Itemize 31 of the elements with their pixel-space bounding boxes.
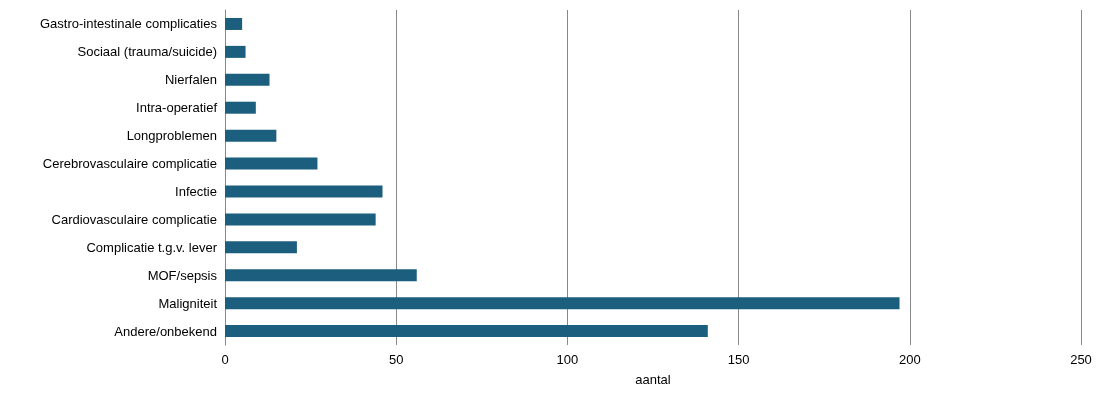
x-tick-label: 150 [727, 352, 750, 367]
bar [225, 129, 277, 142]
x-tick-label: 200 [898, 352, 921, 367]
y-tick-label: Sociaal (trauma/suicide) [77, 44, 217, 60]
y-tick-label: Gastro-intestinale complicaties [39, 16, 218, 32]
x-axis-title: aantal [635, 372, 671, 387]
x-tick-label: 250 [1070, 352, 1092, 367]
y-tick-label: Maligniteit [158, 295, 218, 311]
y-tick-label: Cardiovasculaire complicatie [51, 211, 217, 227]
x-tick-label: 50 [388, 352, 404, 367]
bar [225, 73, 270, 86]
bar [225, 297, 900, 310]
bar [225, 45, 246, 58]
y-tick-label: Intra-operatief [136, 100, 218, 116]
y-tick-label: Cerebrovasculaire complicatie [42, 156, 217, 172]
bar [225, 241, 297, 254]
bar [225, 17, 243, 30]
bar [225, 325, 708, 338]
bar [225, 157, 318, 170]
bar [225, 101, 256, 114]
bar [225, 269, 417, 282]
y-tick-label: Longproblemen [126, 128, 217, 144]
bar [225, 185, 383, 198]
bar [225, 213, 376, 226]
x-tick-label: 100 [556, 352, 579, 367]
y-tick-label: Infectie [175, 183, 217, 199]
y-tick-label: Complicatie t.g.v. lever [86, 239, 218, 255]
y-tick-label: Andere/onbekend [114, 323, 217, 339]
x-tick-label: 0 [221, 352, 229, 367]
y-tick-label: MOF/sepsis [147, 267, 218, 283]
y-tick-label: Nierfalen [164, 72, 217, 88]
